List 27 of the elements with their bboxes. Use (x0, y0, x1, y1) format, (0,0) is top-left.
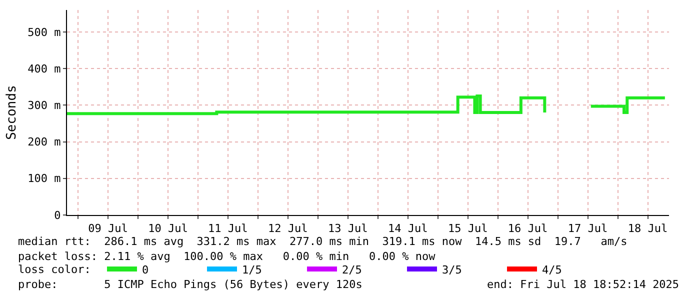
y-tick-label: 500 m (28, 26, 62, 39)
text: loss color: (18, 263, 91, 276)
x-tick-label: 18 Jul (628, 222, 668, 236)
x-tick-label: 15 Jul (448, 222, 488, 236)
x-tick-label: 16 Jul (508, 222, 548, 236)
y-tick-label: 200 m (28, 136, 62, 149)
legend-label: 1/5 (242, 263, 262, 276)
x-tick-label: 12 Jul (268, 222, 308, 236)
y-tick-label: 300 m (28, 99, 62, 112)
legend-label: 3/5 (442, 263, 462, 276)
legend-label: 4/5 (542, 263, 562, 276)
x-tick-label: 10 Jul (148, 222, 188, 236)
text: packet loss: 2.11 % avg 100.00 % max 0.00 % min 0.00 % now (18, 250, 436, 263)
x-tick-label: 13 Jul (328, 222, 368, 236)
y-tick-label: 400 m (28, 62, 62, 76)
text: median rtt: 286.1 ms avg 331.2 ms max 277.0 ms min 319.1 ms now 14.5 ms sd 19.7 am/s (18, 235, 628, 248)
text: probe: 5 ICMP Echo Pings (56 Bytes) every 120s (18, 278, 362, 291)
legend-label: 0 (142, 263, 149, 276)
text: end: Fri Jul 18 18:52:14 2025 (487, 278, 680, 291)
legend-label: 2/5 (342, 263, 362, 276)
y-tick-label: 0 (54, 208, 61, 222)
x-tick-label: 14 Jul (388, 222, 428, 236)
x-tick-label: 09 Jul (88, 222, 128, 236)
x-tick-label: 11 Jul (208, 222, 248, 236)
y-axis-title: Seconds (4, 85, 20, 140)
x-tick-label: 17 Jul (568, 222, 608, 236)
y-tick-label: 100 m (28, 172, 62, 186)
